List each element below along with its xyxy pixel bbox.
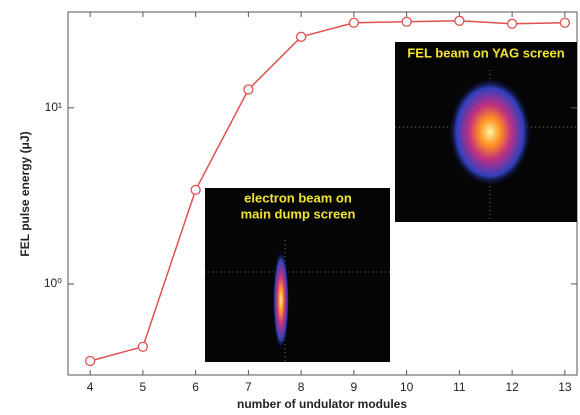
marker bbox=[86, 357, 95, 366]
y-tick-label: 10⁰ bbox=[44, 276, 62, 290]
marker bbox=[455, 16, 464, 25]
x-tick-label: 5 bbox=[140, 380, 147, 394]
x-axis-label: number of undulator modules bbox=[237, 397, 407, 411]
x-tick-label: 9 bbox=[351, 380, 358, 394]
marker bbox=[297, 32, 306, 41]
marker bbox=[349, 18, 358, 27]
marker bbox=[138, 342, 147, 351]
x-tick-label: 11 bbox=[453, 380, 466, 394]
marker bbox=[402, 17, 411, 26]
marker bbox=[560, 18, 569, 27]
x-tick-label: 7 bbox=[245, 380, 252, 394]
annotation: FEL beam on YAG screen bbox=[407, 45, 564, 60]
chart: electron beam on main dump screen FEL be… bbox=[0, 0, 580, 415]
y-axis-label: FEL pulse energy (μJ) bbox=[18, 131, 32, 256]
inset-electron: electron beam on main dump screen bbox=[205, 188, 390, 362]
x-tick-label: 12 bbox=[505, 380, 519, 394]
x-tick-label: 10 bbox=[400, 380, 414, 394]
marker bbox=[508, 19, 517, 28]
x-tick-label: 6 bbox=[192, 380, 199, 394]
y-tick-label: 10¹ bbox=[45, 100, 62, 114]
x-tick-label: 13 bbox=[558, 380, 572, 394]
x-tick-label: 4 bbox=[87, 380, 94, 394]
x-tick-label: 8 bbox=[298, 380, 305, 394]
marker bbox=[244, 85, 253, 94]
marker bbox=[191, 185, 200, 194]
annotation: main dump screen bbox=[241, 206, 356, 221]
inset-fel: FEL beam on YAG screen bbox=[395, 42, 577, 222]
annotation: electron beam on bbox=[244, 190, 352, 205]
